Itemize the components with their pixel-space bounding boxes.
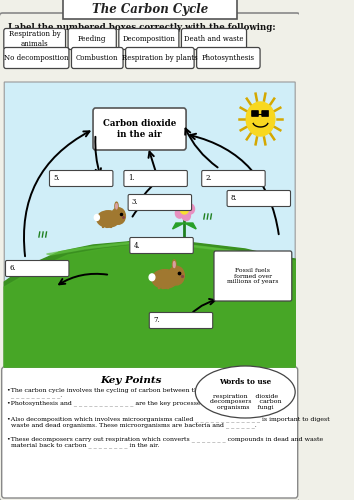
FancyBboxPatch shape <box>202 170 265 186</box>
Text: Label the numbered boxes correctly with the following:: Label the numbered boxes correctly with … <box>8 22 276 32</box>
FancyBboxPatch shape <box>68 28 116 50</box>
Circle shape <box>149 274 155 280</box>
FancyBboxPatch shape <box>4 48 69 68</box>
Text: Fossil fuels
formed over
millions of years: Fossil fuels formed over millions of yea… <box>227 268 279 284</box>
Ellipse shape <box>116 204 117 209</box>
Ellipse shape <box>152 270 178 288</box>
Ellipse shape <box>195 366 295 418</box>
Ellipse shape <box>172 260 176 269</box>
Text: 2.: 2. <box>206 174 212 182</box>
FancyBboxPatch shape <box>63 0 237 19</box>
Text: No decomposition: No decomposition <box>4 54 69 62</box>
Text: •Also decomposition which involves microorganisms called _ _ _ _ _ _ _ _ _ _ _ _: •Also decomposition which involves micro… <box>7 416 330 428</box>
Text: 3.: 3. <box>132 198 138 206</box>
Text: 1.: 1. <box>128 174 135 182</box>
Text: •The carbon cycle involves the cycling of carbon between the environment and
  _: •The carbon cycle involves the cycling o… <box>7 388 257 400</box>
Text: The Carbon Cycle: The Carbon Cycle <box>92 2 208 16</box>
FancyBboxPatch shape <box>181 28 246 50</box>
FancyBboxPatch shape <box>252 110 258 116</box>
FancyBboxPatch shape <box>6 260 69 276</box>
Text: •Photosynthesis and _ _ _ _ _ _ _ _ _ _ _ _ are the key processes involved in th: •Photosynthesis and _ _ _ _ _ _ _ _ _ _ … <box>7 400 272 406</box>
FancyBboxPatch shape <box>119 28 179 50</box>
Text: 7.: 7. <box>153 316 160 324</box>
Text: •These decomposers carry out respiration which converts _ _ _ _ _ _ _ compounds : •These decomposers carry out respiration… <box>7 436 323 448</box>
Circle shape <box>112 208 125 224</box>
FancyBboxPatch shape <box>2 367 298 498</box>
FancyBboxPatch shape <box>4 82 295 367</box>
Text: 6.: 6. <box>9 264 16 272</box>
Circle shape <box>186 204 195 214</box>
Text: Photosynthesis: Photosynthesis <box>202 54 255 62</box>
Text: Carbon dioxide
in the air: Carbon dioxide in the air <box>103 120 176 139</box>
Polygon shape <box>46 241 271 259</box>
Circle shape <box>94 214 99 220</box>
Text: Respiration by
animals: Respiration by animals <box>9 30 61 48</box>
Text: 4.: 4. <box>133 242 141 250</box>
Circle shape <box>182 198 190 207</box>
FancyBboxPatch shape <box>0 13 300 500</box>
FancyBboxPatch shape <box>50 170 113 186</box>
FancyBboxPatch shape <box>149 312 213 328</box>
FancyBboxPatch shape <box>72 48 123 68</box>
Text: Death and waste: Death and waste <box>184 35 244 43</box>
FancyBboxPatch shape <box>4 28 65 50</box>
Circle shape <box>175 200 184 210</box>
FancyBboxPatch shape <box>124 170 187 186</box>
FancyBboxPatch shape <box>0 0 301 500</box>
Text: Respiration by plants: Respiration by plants <box>122 54 198 62</box>
FancyBboxPatch shape <box>196 48 260 68</box>
FancyBboxPatch shape <box>126 48 194 68</box>
Ellipse shape <box>115 202 118 210</box>
Circle shape <box>169 266 184 285</box>
Text: Combustion: Combustion <box>76 54 119 62</box>
Circle shape <box>175 208 184 218</box>
Polygon shape <box>172 223 184 229</box>
Text: 5.: 5. <box>53 174 60 182</box>
Polygon shape <box>4 243 295 367</box>
Polygon shape <box>4 239 295 367</box>
Polygon shape <box>184 223 196 229</box>
FancyBboxPatch shape <box>93 108 186 150</box>
Circle shape <box>180 204 189 214</box>
Ellipse shape <box>173 262 175 268</box>
Ellipse shape <box>97 211 120 227</box>
Text: Decomposition: Decomposition <box>122 35 175 43</box>
Text: Key Points: Key Points <box>100 376 162 385</box>
FancyBboxPatch shape <box>262 110 269 116</box>
FancyBboxPatch shape <box>130 238 193 254</box>
Text: respiration    dioxide
decomposers    carbon
organisms    fungi: respiration dioxide decomposers carbon o… <box>210 394 281 410</box>
FancyBboxPatch shape <box>128 194 192 210</box>
Circle shape <box>182 210 190 220</box>
FancyBboxPatch shape <box>227 190 291 206</box>
Circle shape <box>246 102 275 136</box>
Text: 8.: 8. <box>231 194 238 202</box>
FancyBboxPatch shape <box>214 251 292 301</box>
Text: Feeding: Feeding <box>78 35 106 43</box>
Text: Words to use: Words to use <box>219 378 272 386</box>
